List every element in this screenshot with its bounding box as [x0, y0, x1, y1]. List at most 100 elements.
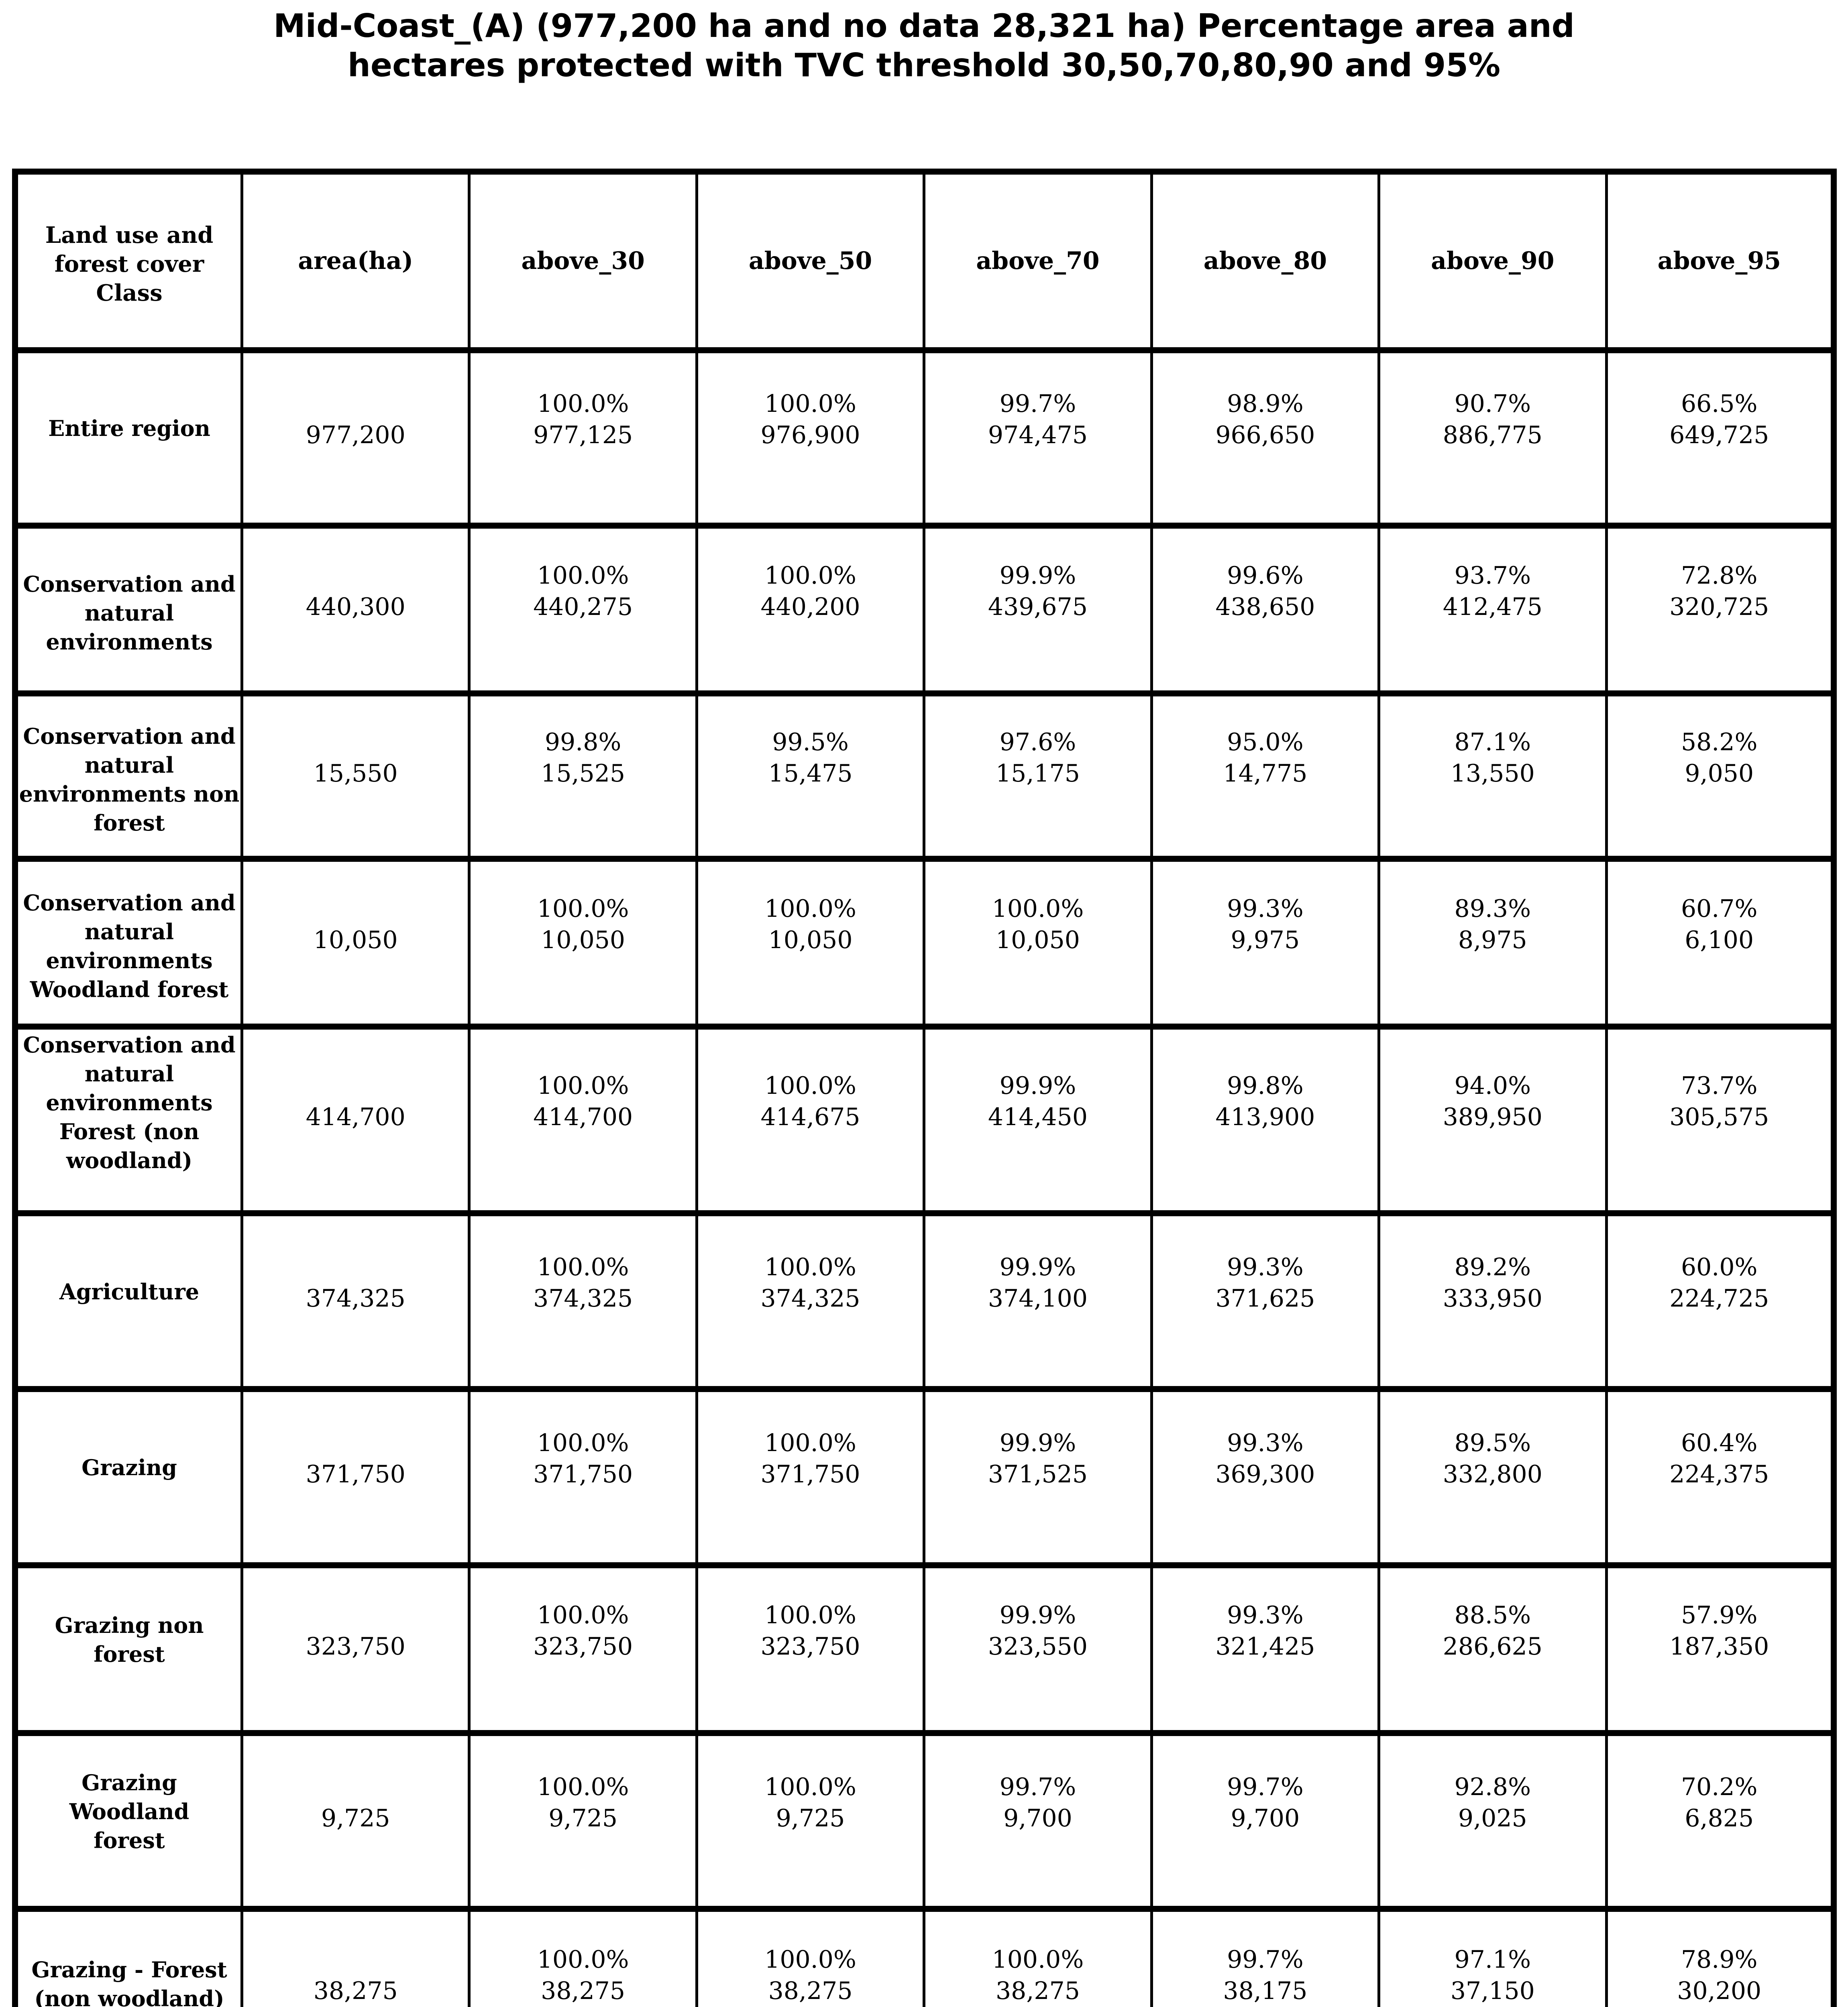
value-cell-above_80: 99.7% 9,700 [1150, 1730, 1381, 1912]
value-cell-above_70: 99.7% 9,700 [923, 1730, 1153, 1912]
column-header-above-80: above_80 [1150, 169, 1381, 353]
header-row: Land use and forest cover Class area(ha) ab… [14, 169, 1836, 353]
value-cell-above_90: 90.7% 886,775 [1377, 347, 1608, 529]
value-cell-above_95: 60.4% 224,375 [1605, 1386, 1836, 1568]
value-cell-above_95: 60.0% 224,725 [1605, 1210, 1836, 1392]
area-cell: 977,200 [240, 347, 471, 529]
value-cell-above_30: 100.0% 10,050 [468, 856, 698, 1030]
area-cell: 10,050 [240, 856, 471, 1030]
page-title: Mid-Coast_(A) (977,200 ha and no data 28… [0, 6, 1848, 85]
value-cell-above_90: 97.1% 37,150 [1377, 1906, 1608, 2007]
value-cell-above_80: 98.9% 966,650 [1150, 347, 1381, 529]
value-cell-above_80: 99.3% 321,425 [1150, 1562, 1381, 1736]
value-cell-above_95: 57.9% 187,350 [1605, 1562, 1836, 1736]
corner-header: Land use and forest cover Class [14, 169, 243, 353]
row-label: Conservation and natural environments non f… [14, 690, 243, 862]
row-label: Conservation and natural environments Woodl… [14, 856, 243, 1030]
value-cell-above_70: 100.0% 10,050 [923, 856, 1153, 1030]
value-cell-above_80: 95.0% 14,775 [1150, 690, 1381, 862]
page-title-line1: Mid-Coast_(A) (977,200 ha and no data 28… [273, 7, 1575, 45]
value-cell-above_50: 99.5% 15,475 [695, 690, 926, 862]
value-cell-above_30: 100.0% 371,750 [468, 1386, 698, 1568]
value-cell-above_80: 99.3% 369,300 [1150, 1386, 1381, 1568]
table-row: Conservation and natural environments Woodl… [14, 856, 1836, 1030]
area-cell: 440,300 [240, 523, 471, 696]
area-cell: 323,750 [240, 1562, 471, 1736]
value-cell-above_30: 100.0% 440,275 [468, 523, 698, 696]
value-cell-above_30: 99.8% 15,525 [468, 690, 698, 862]
table-row: Grazing 371,750 100.0% 371,750 100.0% 371,75… [14, 1386, 1836, 1568]
value-cell-above_90: 93.7% 412,475 [1377, 523, 1608, 696]
value-cell-above_90: 89.2% 333,950 [1377, 1210, 1608, 1392]
table-row: Conservation and natural environments non f… [14, 690, 1836, 862]
table-row: Conservation and natural environments 440,… [14, 523, 1836, 696]
value-cell-above_50: 100.0% 976,900 [695, 347, 926, 529]
row-label: Grazing [14, 1386, 243, 1568]
value-cell-above_30: 100.0% 374,325 [468, 1210, 698, 1392]
column-header-area-ha-: area(ha) [240, 169, 471, 353]
area-cell: 15,550 [240, 690, 471, 862]
table-row: Grazing Woodland forest 9,725 100.0% 9,725 1… [14, 1730, 1836, 1912]
value-cell-above_80: 99.3% 9,975 [1150, 856, 1381, 1030]
value-cell-above_80: 99.3% 371,625 [1150, 1210, 1381, 1392]
value-cell-above_90: 89.3% 8,975 [1377, 856, 1608, 1030]
value-cell-above_80: 99.8% 413,900 [1150, 1024, 1381, 1216]
row-label: Entire region [14, 347, 243, 529]
value-cell-above_50: 100.0% 414,675 [695, 1024, 926, 1216]
value-cell-above_95: 78.9% 30,200 [1605, 1906, 1836, 2007]
column-header-above-50: above_50 [695, 169, 926, 353]
column-header-above-95: above_95 [1605, 169, 1836, 353]
value-cell-above_70: 97.6% 15,175 [923, 690, 1153, 862]
value-cell-above_70: 100.0% 38,275 [923, 1906, 1153, 2007]
value-cell-above_50: 100.0% 440,200 [695, 523, 926, 696]
tvc-threshold-table: Land use and forest cover Class area(ha) ab… [12, 169, 1837, 2007]
column-header-above-70: above_70 [923, 169, 1153, 353]
area-cell: 9,725 [240, 1730, 471, 1912]
value-cell-above_70: 99.9% 371,525 [923, 1386, 1153, 1568]
value-cell-above_80: 99.6% 438,650 [1150, 523, 1381, 696]
value-cell-above_30: 100.0% 38,275 [468, 1906, 698, 2007]
value-cell-above_95: 70.2% 6,825 [1605, 1730, 1836, 1912]
table-row: Grazing - Forest (non woodland) 38,275 100… [14, 1906, 1836, 2007]
area-cell: 414,700 [240, 1024, 471, 1216]
value-cell-above_70: 99.7% 974,475 [923, 347, 1153, 529]
column-header-above-90: above_90 [1377, 169, 1608, 353]
value-cell-above_50: 100.0% 9,725 [695, 1730, 926, 1912]
table-row: Conservation and natural environments Fores… [14, 1024, 1836, 1216]
row-label: Conservation and natural environments [14, 523, 243, 696]
value-cell-above_95: 72.8% 320,725 [1605, 523, 1836, 696]
table-row: Agriculture 374,325 100.0% 374,325 100.0% 37… [14, 1210, 1836, 1392]
value-cell-above_50: 100.0% 323,750 [695, 1562, 926, 1736]
area-cell: 374,325 [240, 1210, 471, 1392]
value-cell-above_30: 100.0% 9,725 [468, 1730, 698, 1912]
value-cell-above_90: 87.1% 13,550 [1377, 690, 1608, 862]
value-cell-above_70: 99.9% 374,100 [923, 1210, 1153, 1392]
table-row: Entire region 977,200 100.0% 977,125 100.0%… [14, 347, 1836, 529]
value-cell-above_90: 88.5% 286,625 [1377, 1562, 1608, 1736]
value-cell-above_95: 73.7% 305,575 [1605, 1024, 1836, 1216]
value-cell-above_70: 99.9% 414,450 [923, 1024, 1153, 1216]
value-cell-above_90: 94.0% 389,950 [1377, 1024, 1608, 1216]
table-row: Grazing non forest 323,750 100.0% 323,750 10… [14, 1562, 1836, 1736]
page-title-line2: hectares protected with TVC threshold 30… [347, 47, 1501, 84]
value-cell-above_70: 99.9% 323,550 [923, 1562, 1153, 1736]
value-cell-above_90: 92.8% 9,025 [1377, 1730, 1608, 1912]
value-cell-above_50: 100.0% 10,050 [695, 856, 926, 1030]
row-label: Conservation and natural environments Fores… [14, 1024, 243, 1216]
column-header-above-30: above_30 [468, 169, 698, 353]
row-label: Agriculture [14, 1210, 243, 1392]
value-cell-above_50: 100.0% 38,275 [695, 1906, 926, 2007]
value-cell-above_70: 99.9% 439,675 [923, 523, 1153, 696]
value-cell-above_30: 100.0% 414,700 [468, 1024, 698, 1216]
area-cell: 371,750 [240, 1386, 471, 1568]
row-label: Grazing non forest [14, 1562, 243, 1736]
area-cell: 38,275 [240, 1906, 471, 2007]
value-cell-above_95: 60.7% 6,100 [1605, 856, 1836, 1030]
row-label: Grazing - Forest (non woodland) [14, 1906, 243, 2007]
value-cell-above_30: 100.0% 323,750 [468, 1562, 698, 1736]
value-cell-above_90: 89.5% 332,800 [1377, 1386, 1608, 1568]
value-cell-above_95: 66.5% 649,725 [1605, 347, 1836, 529]
value-cell-above_50: 100.0% 374,325 [695, 1210, 926, 1392]
value-cell-above_50: 100.0% 371,750 [695, 1386, 926, 1568]
value-cell-above_30: 100.0% 977,125 [468, 347, 698, 529]
